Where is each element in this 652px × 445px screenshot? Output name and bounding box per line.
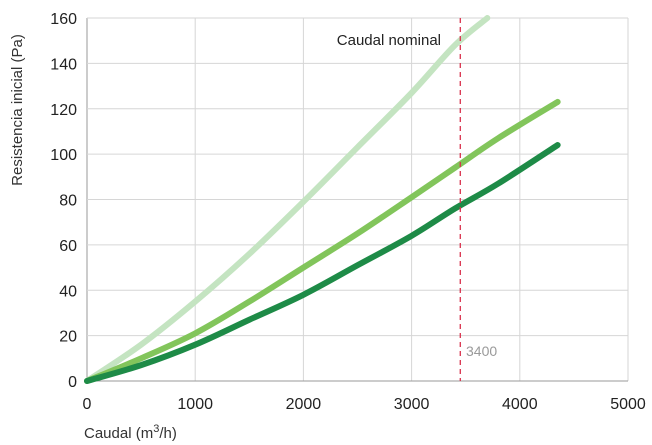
y-tick-label: 20	[59, 329, 77, 346]
x-tick-label: 2000	[286, 396, 322, 413]
y-tick-label: 80	[59, 193, 77, 210]
y-tick-label: 100	[50, 147, 77, 164]
x-axis-title-tail: /h)	[159, 425, 177, 442]
x-tick-label: 3000	[394, 396, 430, 413]
series-layer	[84, 15, 561, 384]
reference-label: 3400	[466, 343, 497, 359]
series-line-3	[84, 142, 561, 384]
x-tick-label: 5000	[610, 396, 646, 413]
y-tick-label: 60	[59, 238, 77, 255]
y-tick-label: 40	[59, 283, 77, 300]
x-axis-title-superscript: 3	[153, 423, 159, 435]
x-tick-labels: 0 1000 2000 3000 4000 5000	[83, 396, 646, 413]
x-axis-title: Caudal (m3/h)	[84, 423, 177, 442]
x-tick-label: 1000	[177, 396, 213, 413]
series-line-2	[84, 98, 561, 384]
y-tick-label: 0	[68, 374, 77, 391]
y-tick-label: 120	[50, 102, 77, 119]
series-line-1	[84, 15, 491, 384]
reference-annotation: Caudal nominal	[337, 32, 441, 49]
y-tick-label: 140	[50, 56, 77, 73]
y-axis-title: Resistencia inicial (Pa)	[9, 34, 26, 186]
y-tick-label: 160	[50, 11, 77, 28]
x-tick-label: 4000	[502, 396, 538, 413]
y-tick-labels: 0 20 40 60 80 100 120 140 160	[50, 11, 77, 391]
grid	[86, 17, 629, 382]
x-tick-label: 0	[83, 396, 92, 413]
x-axis-title-main: Caudal (m	[84, 425, 153, 442]
